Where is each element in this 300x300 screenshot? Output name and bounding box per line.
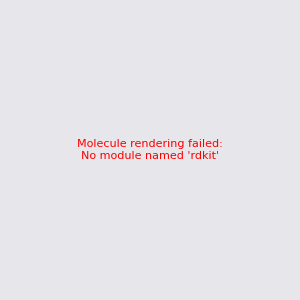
Text: Molecule rendering failed:
No module named 'rdkit': Molecule rendering failed: No module nam…: [77, 139, 223, 161]
